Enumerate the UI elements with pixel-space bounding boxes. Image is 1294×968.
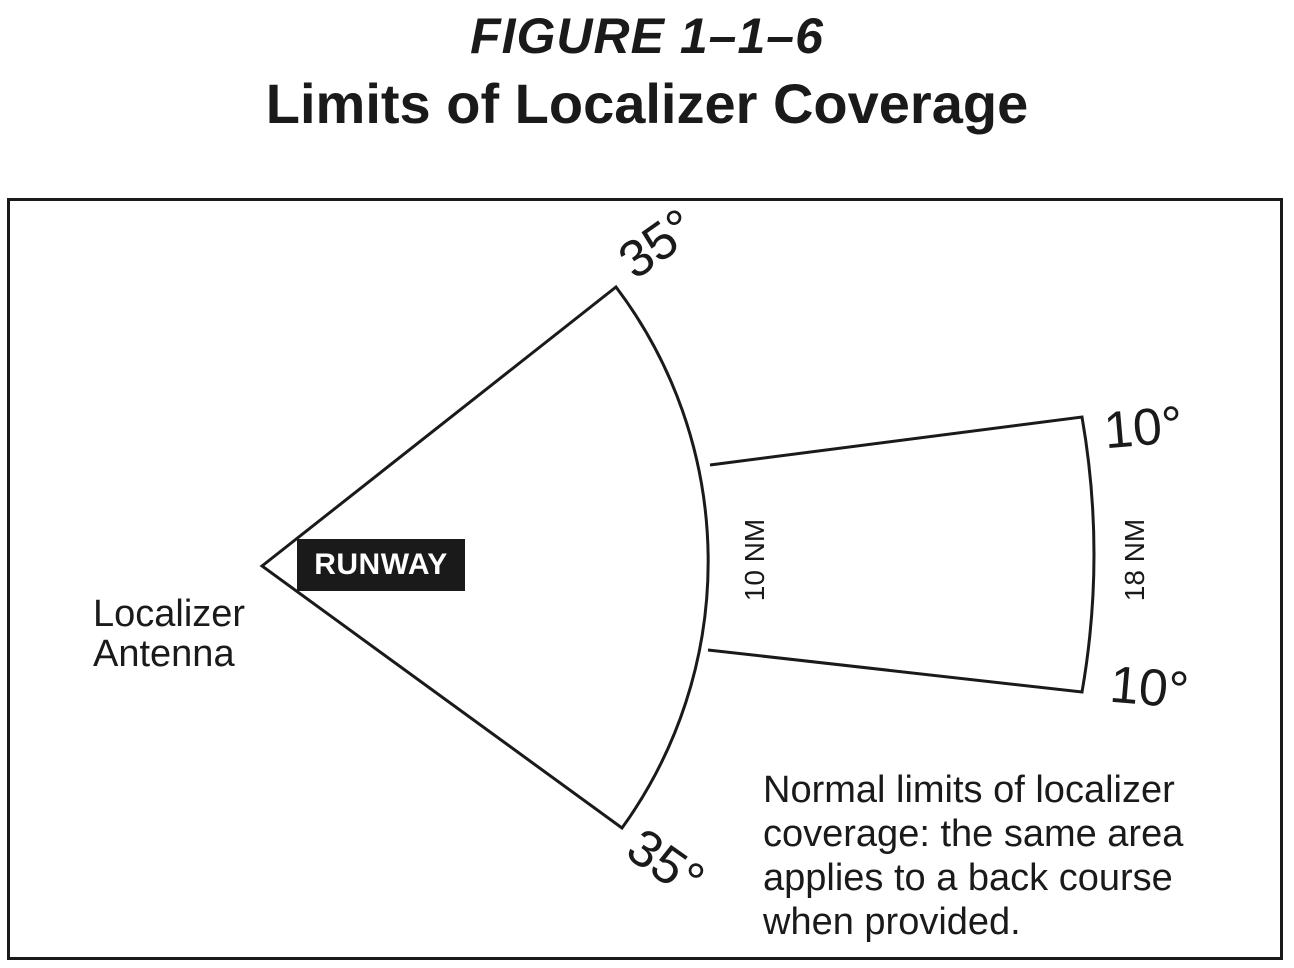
- figure-label-prefix: F: [470, 8, 502, 64]
- diagram-frame: [7, 198, 1283, 960]
- note-line4: when provided.: [763, 901, 1021, 943]
- antenna-label-line1: Localizer: [93, 593, 246, 635]
- figure-number: 1–1–6: [679, 8, 824, 64]
- note-line3: applies to a back course: [763, 857, 1173, 899]
- figure-label-rest: IGURE: [501, 8, 665, 64]
- localizer-antenna-label: Localizer Antenna: [93, 594, 245, 674]
- distance-label-10nm: 10 NM: [739, 518, 770, 602]
- angle-label-10-bottom: 10°: [1107, 655, 1192, 721]
- note-line2: coverage: the same area: [763, 813, 1184, 855]
- wide-sector-outline: [259, 284, 710, 831]
- antenna-label-line2: Antenna: [93, 633, 235, 675]
- figure-title: Limits of Localizer Coverage: [265, 72, 1029, 135]
- note-line1: Normal limits of localizer: [763, 769, 1175, 811]
- narrow-sector-outline: [707, 415, 1096, 694]
- angle-label-10-top: 10°: [1101, 395, 1186, 461]
- distance-label-18nm: 18 NM: [1119, 518, 1150, 602]
- coverage-note: Normal limits of localizer coverage: the…: [763, 768, 1263, 944]
- runway-label: RUNWAY: [297, 539, 465, 591]
- figure-label: FIGURE 1–1–6: [0, 6, 1294, 66]
